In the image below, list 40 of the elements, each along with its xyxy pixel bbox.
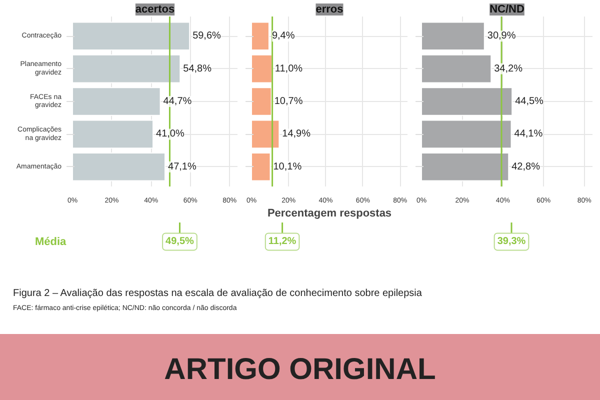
data-label: 10,7% [274,96,303,107]
bar [72,22,190,51]
data-label: 44,5% [515,96,544,107]
text: Média [34,235,66,250]
bar [72,54,181,84]
data-label: 59,6% [192,30,222,42]
bar [422,22,485,51]
data-label: 47,1% [168,161,196,172]
data-label: 41,0% [156,128,184,140]
bar [252,87,272,116]
bar [252,22,270,51]
x-axis-title: Percentagem respostas [267,208,392,220]
bar [72,87,161,116]
legend-label: 49,5% [166,236,194,248]
data-label: 10,1% [273,161,302,172]
legend-label: 39,3% [497,236,526,248]
data-label: 11,0% [274,63,303,74]
bar [252,120,280,149]
data-label: 14,9% [282,128,311,140]
data-label: 30,9% [487,30,516,42]
bar [422,87,513,116]
text: Figura 2 – Avaliação das respostas na escala de avaliação de conhecimento sobre epilepsia [13,288,422,299]
bar [422,120,512,149]
data-label: 42,8% [512,161,540,172]
data-label: 9,4% [272,30,295,42]
legend-label: 11,2% [268,236,296,248]
chart-title: NC/ND [490,4,524,16]
data-label: 54,8% [183,63,212,74]
data-label: 34,2% [494,63,523,74]
chart-title: erros [316,4,344,16]
data-label: 44,1% [514,128,543,140]
bar [72,152,166,182]
chart-title: acertos [135,4,175,16]
bar [422,54,492,84]
bar [72,120,154,149]
text: ARTIGO ORIGINAL [0,334,600,400]
bar [422,152,510,182]
data-label: 44,7% [163,96,192,107]
bar [252,54,272,84]
bar [252,152,271,182]
